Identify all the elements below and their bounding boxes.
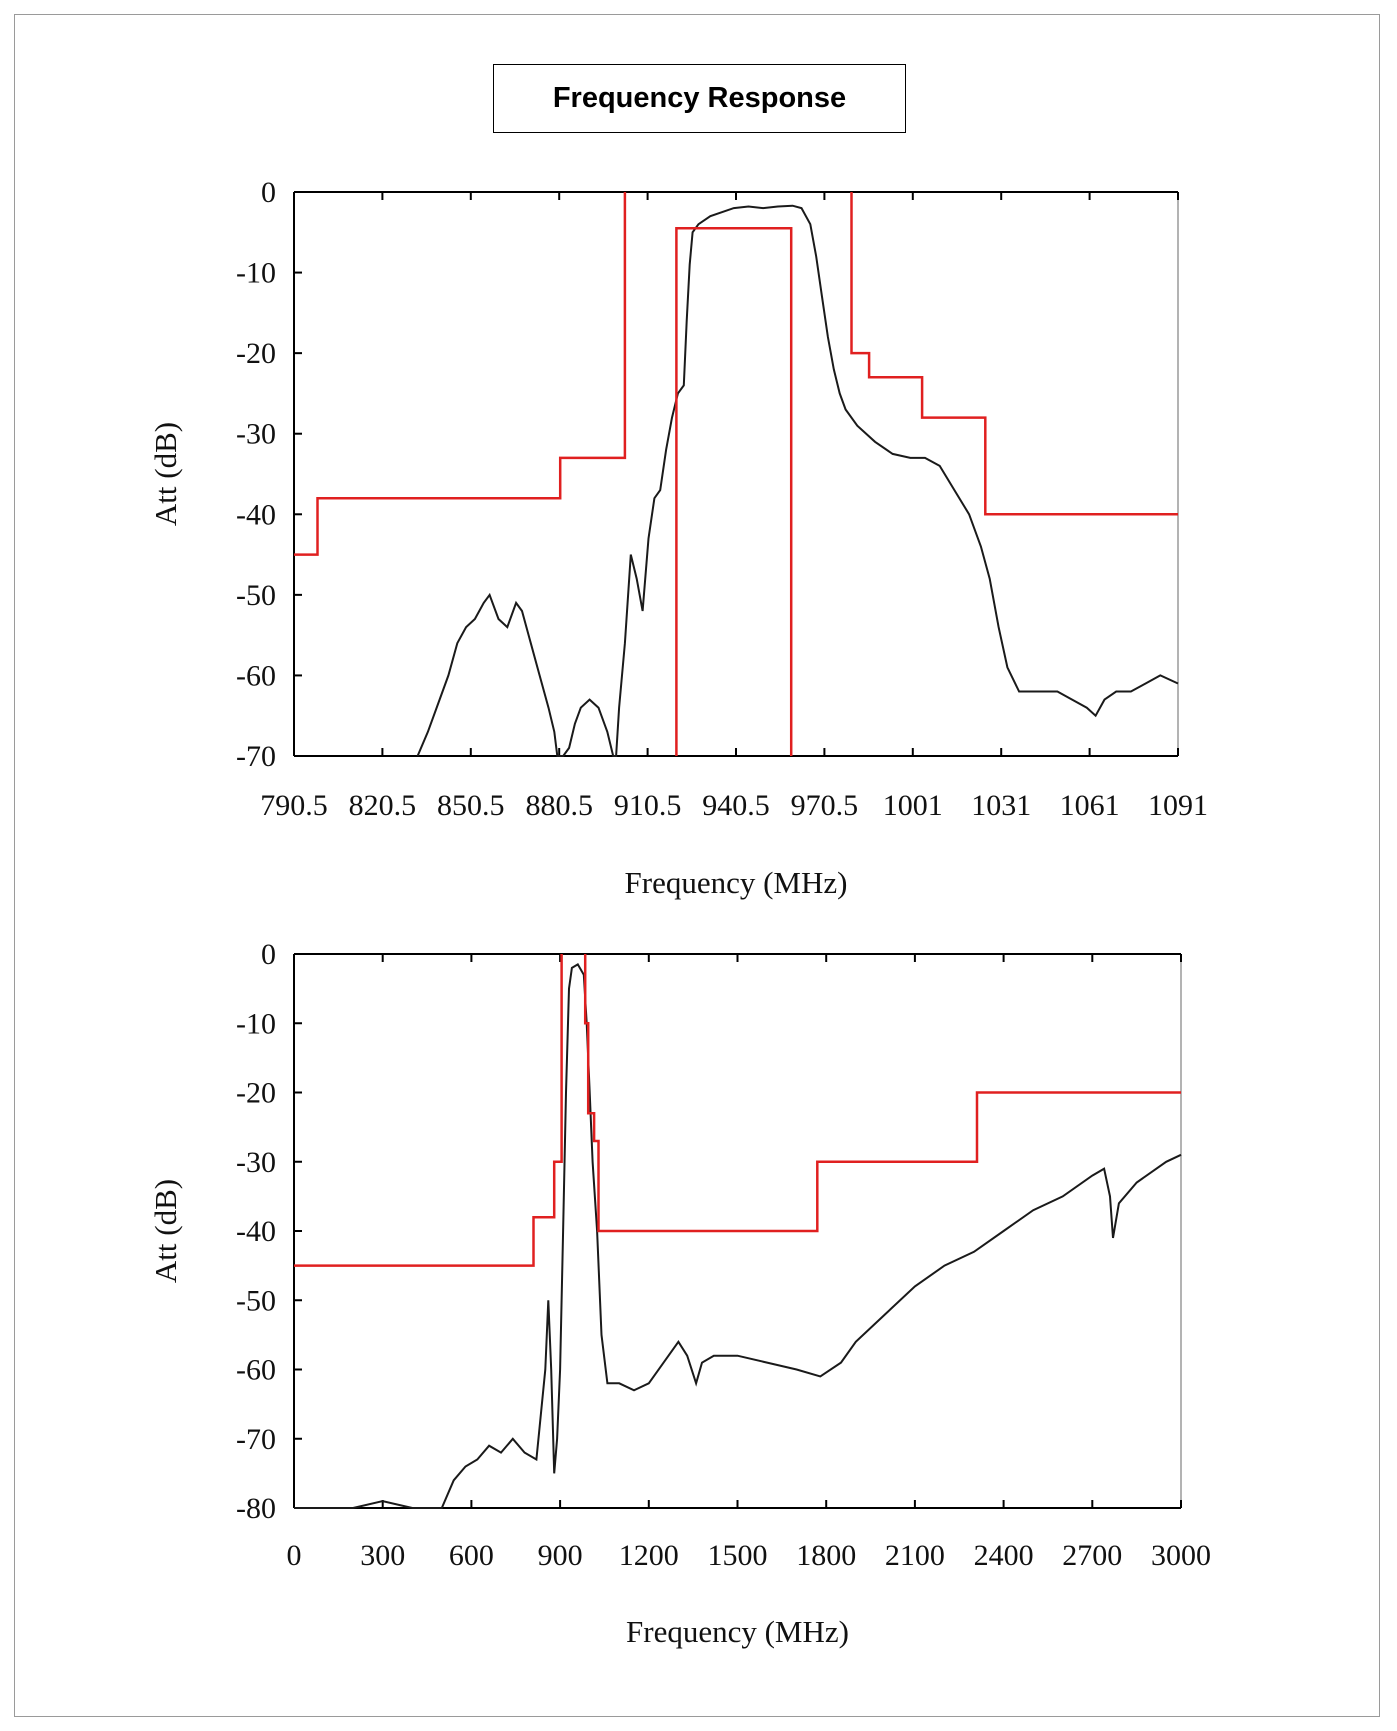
chart1-y-axis-title: Att (dB) (148, 422, 183, 526)
chart1-x-tick-label: 820.5 (349, 789, 417, 822)
chart1-x-tick-label: 940.5 (702, 789, 770, 822)
chart1-series-line-1 (416, 204, 1179, 757)
chart1-group: 790.5 820.5 850.5 880.5 910.5 940.5 970.5 1001 1… (148, 176, 1208, 900)
chart1-y-tick-label: 0 (261, 176, 276, 209)
chart2-x-tick-label: 2400 (974, 1539, 1034, 1572)
chart1-x-tick-label: 1031 (971, 789, 1031, 822)
chart2-y-tick-label: -60 (236, 1354, 276, 1387)
chart2-x-tick-label: 300 (360, 1539, 405, 1572)
chart1-y-tick-label: -40 (236, 498, 276, 531)
chart1-x-tick-label: 1061 (1060, 789, 1120, 822)
chart1-x-tick-label: 1091 (1148, 789, 1208, 822)
chart2-y-tick-label: -20 (236, 1077, 276, 1110)
chart2-y-tick-label: 0 (261, 938, 276, 971)
chart-title: Frequency Response (493, 64, 906, 133)
chart2-x-tick-label: 2100 (885, 1539, 945, 1572)
chart2-series-line-2 (294, 954, 563, 1267)
chart2-y-tick-label: -40 (236, 1215, 276, 1248)
chart1-y-tick-label: -70 (236, 740, 276, 773)
chart2-y-tick-label: -80 (236, 1492, 276, 1525)
page-frame (14, 14, 1380, 1717)
chart1-x-tick-label: 850.5 (437, 789, 505, 822)
chart2-x-tick-label: 2700 (1062, 1539, 1122, 1572)
chart1-x-tick-label: 1001 (883, 789, 943, 822)
chart1-y-tick-label: -30 (236, 418, 276, 451)
chart1-y-tick-label: -20 (236, 337, 276, 370)
chart2-y-tick-label: -70 (236, 1423, 276, 1456)
chart2-y-tick-label: -10 (236, 1007, 276, 1040)
chart1-x-tick-label: 910.5 (614, 789, 682, 822)
chart1-x-tick-label: 790.5 (260, 789, 328, 822)
chart2-x-tick-label: 900 (538, 1539, 583, 1572)
chart1-series-line-4 (675, 227, 793, 756)
chart2-x-tick-label: 0 (287, 1539, 302, 1572)
chart2-x-tick-label: 1200 (619, 1539, 679, 1572)
chart1-series-line-3 (850, 192, 1178, 516)
chart2-x-tick-label: 1500 (708, 1539, 768, 1572)
chart2-group: 0 300 600 900 1200 1500 1800 2100 2400 2700 30000-… (148, 938, 1211, 1649)
chart2-x-tick-label: 1800 (796, 1539, 856, 1572)
chart2-series-line-3 (583, 954, 1181, 1233)
chart2-y-tick-label: -30 (236, 1146, 276, 1179)
chart2-x-tick-label: 3000 (1151, 1539, 1211, 1572)
chart1-x-tick-label: 970.5 (791, 789, 859, 822)
chart2-x-tick-label: 600 (449, 1539, 494, 1572)
chart1-y-tick-label: -10 (236, 257, 276, 290)
chart2-series-line-1 (294, 963, 1182, 1509)
chart1-x-tick-label: 880.5 (525, 789, 593, 822)
chart1-y-tick-label: -60 (236, 659, 276, 692)
chart1-series-line-2 (294, 192, 627, 556)
chart2-y-axis-title: Att (dB) (148, 1179, 183, 1283)
chart2-x-axis-title: Frequency (MHz) (626, 1614, 849, 1649)
chart1-y-tick-label: -50 (236, 579, 276, 612)
chart1-x-axis-title: Frequency (MHz) (625, 865, 848, 900)
chart2-y-tick-label: -50 (236, 1284, 276, 1317)
